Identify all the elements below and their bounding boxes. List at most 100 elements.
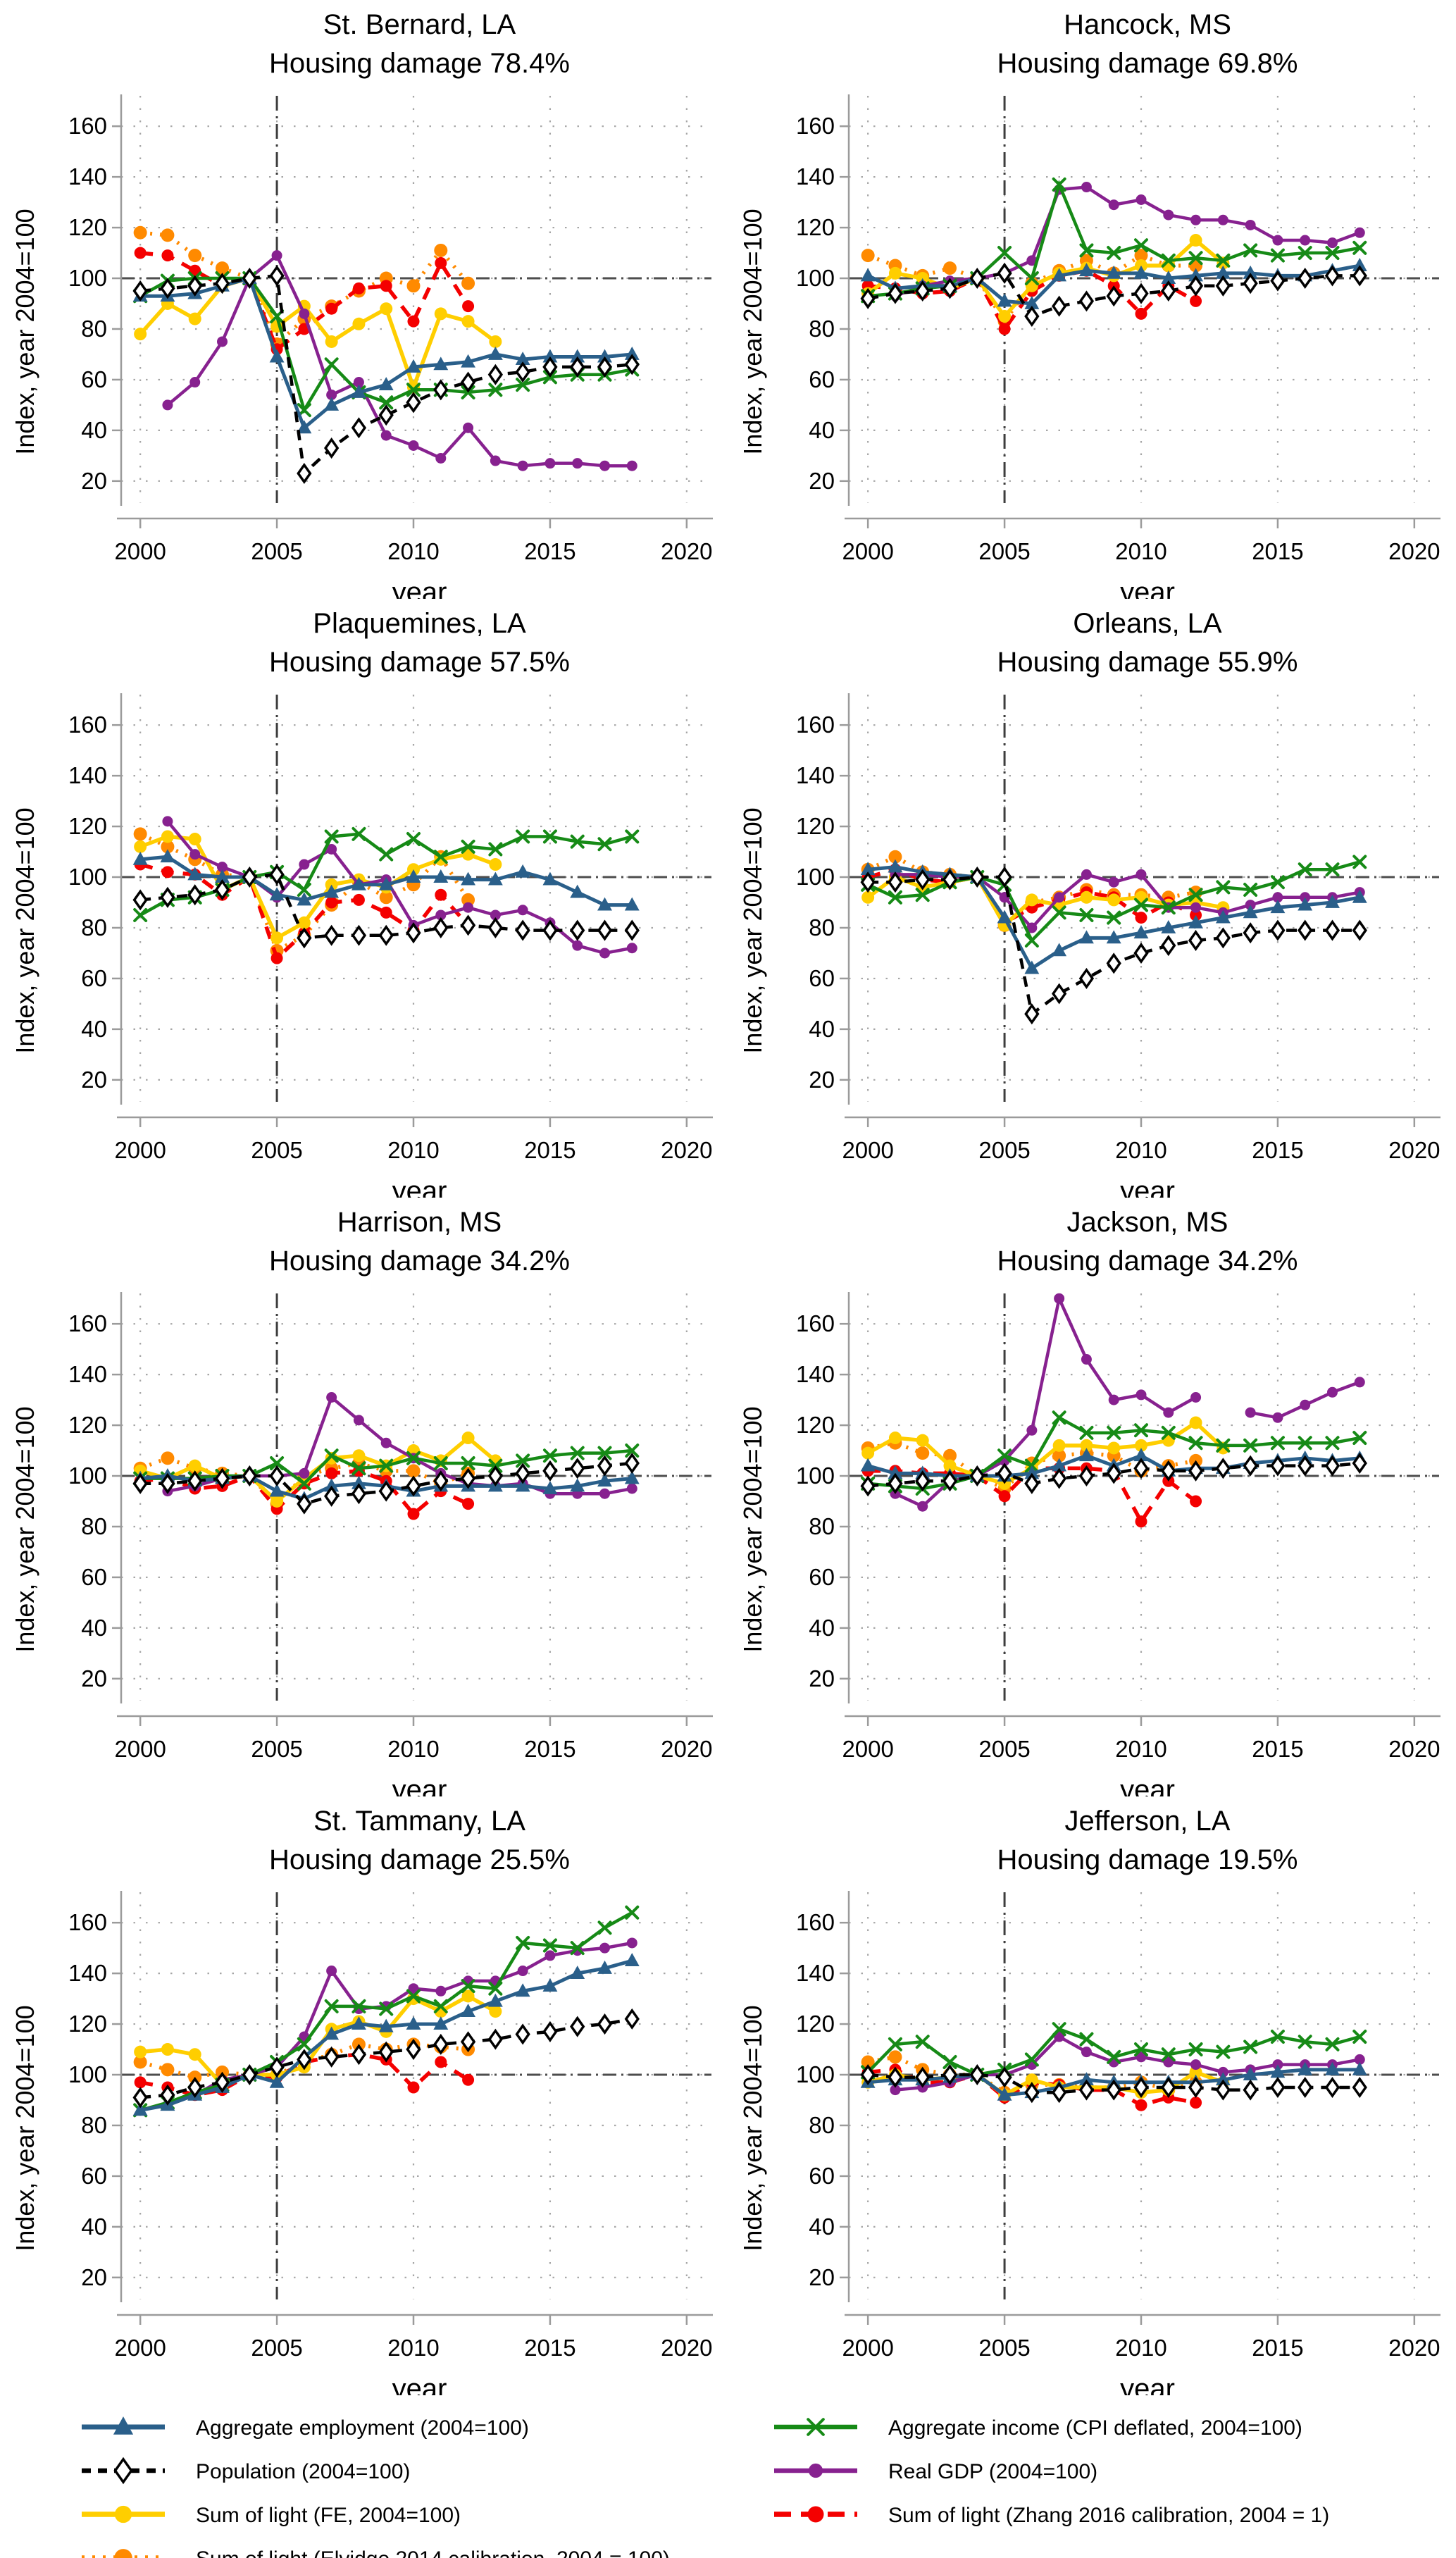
- employment-marker: [487, 347, 503, 361]
- income-marker: [1325, 246, 1340, 261]
- population-marker: [113, 2457, 133, 2484]
- income-marker: [1161, 900, 1176, 915]
- chart-title: Jackson, MS: [1066, 1207, 1228, 1238]
- population-marker: [460, 371, 476, 393]
- series-light_elvidge: [861, 850, 1203, 933]
- chart-title: Hancock, MS: [1064, 9, 1231, 40]
- population-marker: [1133, 283, 1149, 305]
- light_elvidge-marker: [861, 249, 875, 263]
- gdp-marker: [1026, 922, 1038, 933]
- population-marker: [942, 1470, 958, 1492]
- income-marker: [1298, 862, 1312, 877]
- plot-area: 20 40 60 80 100 120 140 160 2000 2005 2010 2015 2020: [778, 1285, 1441, 1774]
- population-marker: [297, 2049, 312, 2070]
- income-marker: [1079, 2032, 1094, 2047]
- income-marker: [297, 1477, 311, 1491]
- light_fe-marker: [1135, 1439, 1147, 1453]
- population-marker: [888, 283, 903, 305]
- employment-marker: [1243, 2067, 1258, 2081]
- x-tick-label: 2000: [114, 1137, 166, 1163]
- gdp-marker: [353, 377, 364, 388]
- population-marker: [597, 2013, 613, 2035]
- y-tick-label: 100: [68, 2061, 107, 2087]
- x-tick-label: 2005: [978, 1137, 1030, 1163]
- income-marker: [1052, 2022, 1066, 2037]
- population-marker: [406, 1475, 421, 1497]
- income-marker: [1052, 1410, 1066, 1425]
- population-marker: [888, 1473, 903, 1495]
- income-marker: [1107, 1426, 1121, 1441]
- population-marker: [214, 2072, 230, 2094]
- x-tick-label: 2005: [251, 538, 302, 564]
- x-axis-label: year: [1120, 2373, 1175, 2395]
- series-population: [860, 1453, 1367, 1497]
- employment-marker: [624, 1470, 640, 1484]
- income-marker: [1161, 1426, 1176, 1441]
- population-marker: [269, 1465, 285, 1487]
- employment-marker: [1161, 920, 1176, 934]
- income-marker: [433, 1999, 448, 2014]
- x-tick-label: 2005: [978, 538, 1030, 564]
- legend-label: Aggregate employment (2004=100): [196, 2416, 529, 2440]
- population-marker: [324, 2047, 340, 2068]
- employment-marker: [1052, 268, 1067, 282]
- y-tick-label: 60: [81, 965, 107, 991]
- y-tick-label: 120: [796, 214, 835, 240]
- population-marker: [1215, 275, 1231, 297]
- series-population: [132, 2008, 640, 2109]
- income-marker: [1107, 246, 1121, 261]
- y-tick-label: 40: [809, 417, 835, 443]
- light_elvidge-marker: [406, 279, 421, 293]
- income-marker: [597, 837, 612, 852]
- x-tick-label: 2020: [661, 1736, 712, 1762]
- income-marker: [488, 1982, 503, 1997]
- population-marker: [597, 919, 613, 941]
- population-marker: [1078, 1465, 1095, 1487]
- light_fe-marker: [1107, 1441, 1121, 1455]
- income-marker: [1298, 1436, 1312, 1451]
- income-marker: [351, 1461, 366, 1476]
- chart-panel-st-tammany: St. Tammany, LA Housing damage 25.5% Ind…: [0, 1796, 728, 2395]
- income-marker: [516, 1936, 530, 1951]
- employment-marker: [487, 1994, 503, 2007]
- y-tick-label: 60: [809, 2163, 835, 2189]
- population-marker: [1298, 1455, 1313, 1477]
- plot-area: 20 40 60 80 100 120 140 160 2000 2005 2010 2015 2020: [778, 1884, 1441, 2373]
- income-marker: [1216, 2045, 1231, 2060]
- legend-sample-population: [82, 2457, 165, 2484]
- gdp-marker: [1135, 1389, 1147, 1401]
- light-fe-line-marker-icon: [80, 2498, 166, 2534]
- population-marker: [324, 925, 340, 947]
- chart-subtitle: Housing damage 78.4%: [269, 48, 570, 80]
- income-marker: [324, 357, 339, 372]
- x-axis-label: year: [1120, 1176, 1175, 1198]
- gdp-marker: [545, 458, 556, 469]
- light_fe-marker: [1189, 234, 1202, 247]
- gdp-marker: [917, 1501, 928, 1513]
- employment-marker: [597, 1961, 612, 1975]
- population-marker: [570, 1458, 585, 1479]
- axes: 20 40 60 80 100 120 140 160 2000 2005 2010 2015 2020: [796, 1292, 1441, 1762]
- x-tick-label: 2020: [661, 1137, 712, 1163]
- gdp-marker: [1163, 2056, 1174, 2068]
- gdp-marker: [326, 1966, 337, 1977]
- x-tick-label: 2015: [524, 538, 575, 564]
- income-marker: [888, 2037, 902, 2052]
- employment-marker: [597, 349, 612, 363]
- population-marker: [1133, 2077, 1149, 2099]
- income-marker: [324, 1448, 339, 1463]
- employment-marker: [1078, 263, 1094, 277]
- y-tick-label: 40: [81, 417, 107, 443]
- employment-marker: [324, 397, 340, 411]
- employment-marker: [542, 871, 558, 886]
- y-tick-label: 100: [796, 265, 835, 291]
- population-marker: [1352, 919, 1367, 941]
- y-tick-label: 120: [68, 1412, 107, 1438]
- light_zhang-marker: [134, 2076, 147, 2089]
- chart-plot-svg: 20 40 60 80 100 120 140 160 2000 2005 2010 2015 2020: [68, 1891, 713, 2361]
- population-marker: [1298, 268, 1313, 290]
- population-marker: [1078, 968, 1095, 990]
- gdp-marker: [1163, 209, 1174, 221]
- light_fe-marker: [161, 830, 174, 843]
- gdp-marker: [463, 423, 474, 434]
